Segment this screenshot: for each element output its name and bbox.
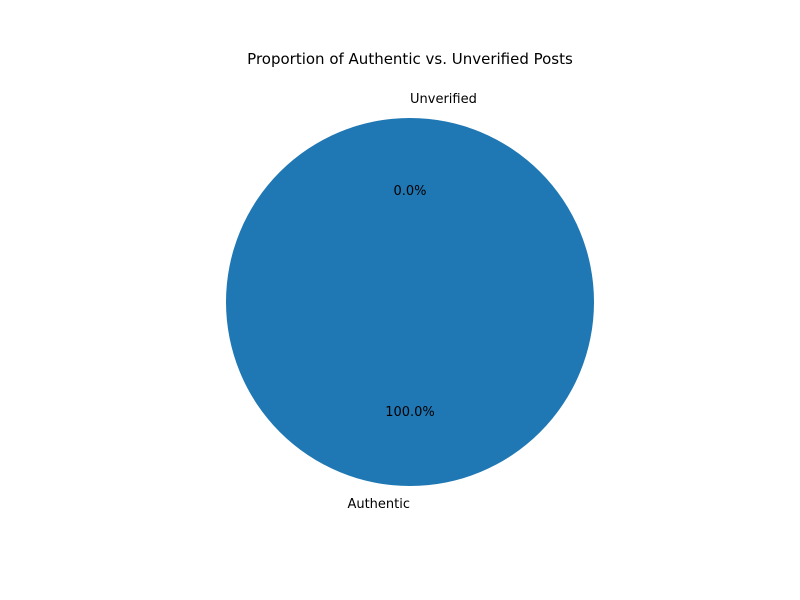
pie-labels: Authentic 100.0% Unverified 0.0% <box>347 92 476 512</box>
pct-label-authentic: 100.0% <box>385 405 435 420</box>
pie-slice-authentic <box>226 118 594 486</box>
pie-slices <box>226 118 594 486</box>
chart-title: Proportion of Authentic vs. Unverified P… <box>247 50 573 68</box>
slice-label-unverified: Unverified <box>410 92 477 107</box>
pct-label-unverified: 0.0% <box>393 184 426 199</box>
slice-label-authentic: Authentic <box>347 497 410 512</box>
